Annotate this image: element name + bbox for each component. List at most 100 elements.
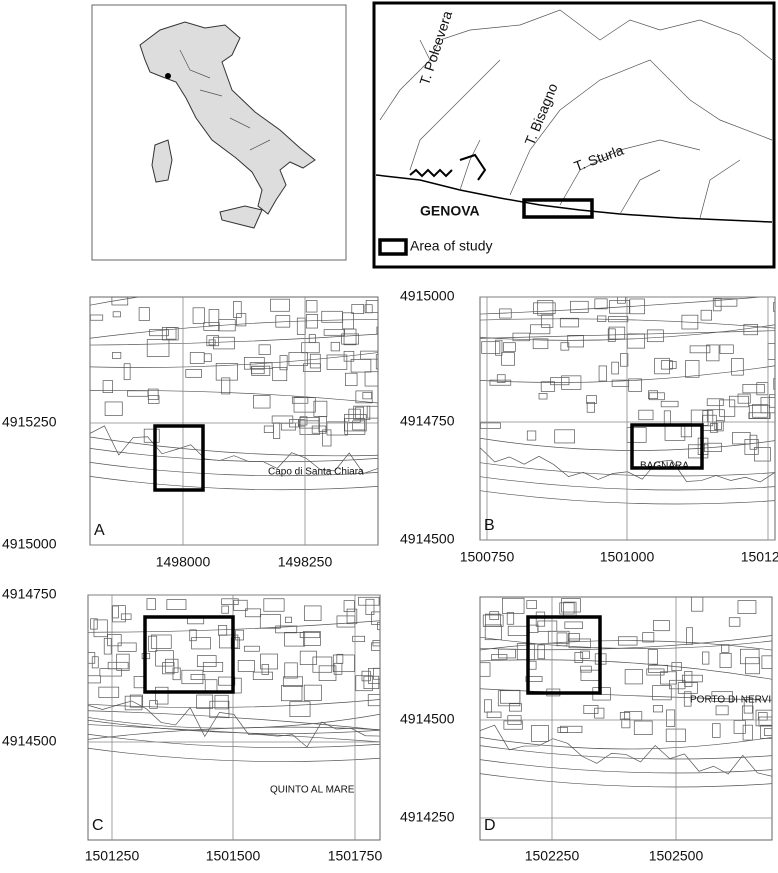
- building: [273, 423, 279, 439]
- street: [480, 637, 772, 648]
- legend-label: Area of study: [410, 238, 493, 254]
- building: [743, 725, 752, 740]
- y-coordinate-label: 4915250: [2, 414, 57, 430]
- building: [197, 656, 216, 667]
- genova-dot: [165, 73, 171, 79]
- place-label: BAGNARA: [640, 461, 689, 472]
- y-coordinate-label: 4914500: [2, 733, 57, 749]
- building: [281, 423, 295, 430]
- x-coordinate-label: 1502250: [525, 848, 580, 864]
- building: [599, 366, 607, 381]
- building: [691, 597, 702, 611]
- building: [345, 373, 357, 385]
- building: [758, 713, 767, 721]
- building: [653, 706, 662, 712]
- x-coordinate-label: 1501000: [600, 549, 655, 565]
- building: [555, 430, 575, 443]
- building: [108, 662, 128, 669]
- building: [761, 725, 778, 738]
- street: [88, 714, 380, 728]
- building: [496, 340, 502, 355]
- building: [233, 301, 241, 317]
- building: [480, 423, 500, 429]
- coastline: [480, 448, 775, 482]
- street: [90, 334, 378, 345]
- building: [558, 727, 568, 732]
- building: [302, 343, 320, 353]
- building: [108, 635, 122, 646]
- building: [538, 645, 545, 659]
- building: [686, 360, 699, 377]
- building: [508, 626, 529, 635]
- building: [560, 318, 578, 327]
- building: [502, 353, 515, 366]
- depth-contour: [88, 748, 380, 761]
- building: [584, 705, 598, 713]
- depth-contour: [88, 734, 380, 747]
- building: [773, 303, 778, 312]
- y-coordinate-label: 4915000: [2, 536, 57, 552]
- sicily: [220, 206, 262, 228]
- building: [653, 621, 669, 631]
- building: [719, 400, 734, 416]
- building: [252, 366, 270, 375]
- building: [245, 609, 260, 617]
- building: [539, 393, 547, 399]
- building: [113, 312, 120, 317]
- street: [90, 286, 378, 305]
- building: [774, 379, 778, 390]
- building: [222, 606, 229, 613]
- building: [503, 343, 515, 352]
- x-coordinate-label: 1500750: [460, 549, 515, 565]
- building: [485, 614, 500, 626]
- place-label: PORTO DI NERVI: [690, 695, 771, 706]
- building: [707, 410, 724, 422]
- building: [349, 409, 360, 422]
- building: [492, 655, 507, 660]
- building: [702, 415, 716, 430]
- building: [745, 439, 758, 454]
- building: [204, 354, 211, 362]
- building: [147, 340, 169, 357]
- building: [734, 721, 745, 734]
- building: [92, 657, 98, 668]
- building: [648, 650, 657, 665]
- street: [480, 319, 775, 328]
- study-area: [145, 617, 233, 692]
- building: [190, 353, 204, 364]
- depth-contour: [480, 774, 772, 787]
- building: [213, 337, 234, 349]
- building: [687, 628, 693, 645]
- building: [99, 687, 119, 697]
- depth-contour: [480, 760, 772, 773]
- building: [720, 653, 731, 667]
- panel-frame: [90, 297, 378, 545]
- building: [334, 663, 342, 674]
- building: [729, 396, 748, 407]
- building: [244, 646, 259, 651]
- building: [541, 382, 554, 392]
- building: [371, 643, 383, 651]
- building: [253, 395, 270, 408]
- building: [575, 653, 583, 663]
- building: [118, 643, 136, 651]
- study-area: [524, 200, 592, 217]
- building: [480, 663, 490, 677]
- building: [124, 364, 130, 380]
- building: [344, 329, 356, 345]
- building: [764, 728, 778, 735]
- x-coordinate-label: 1501250: [85, 848, 140, 864]
- building: [192, 637, 211, 648]
- building: [557, 633, 567, 646]
- building: [485, 625, 501, 640]
- building: [88, 676, 100, 683]
- x-coordinate-label: 1498250: [278, 554, 333, 570]
- panel-map: [480, 597, 778, 787]
- building: [304, 606, 321, 621]
- building: [738, 601, 756, 614]
- sardinia: [152, 140, 172, 182]
- building: [203, 662, 222, 671]
- building: [661, 361, 672, 369]
- building: [597, 316, 605, 322]
- building: [507, 612, 514, 624]
